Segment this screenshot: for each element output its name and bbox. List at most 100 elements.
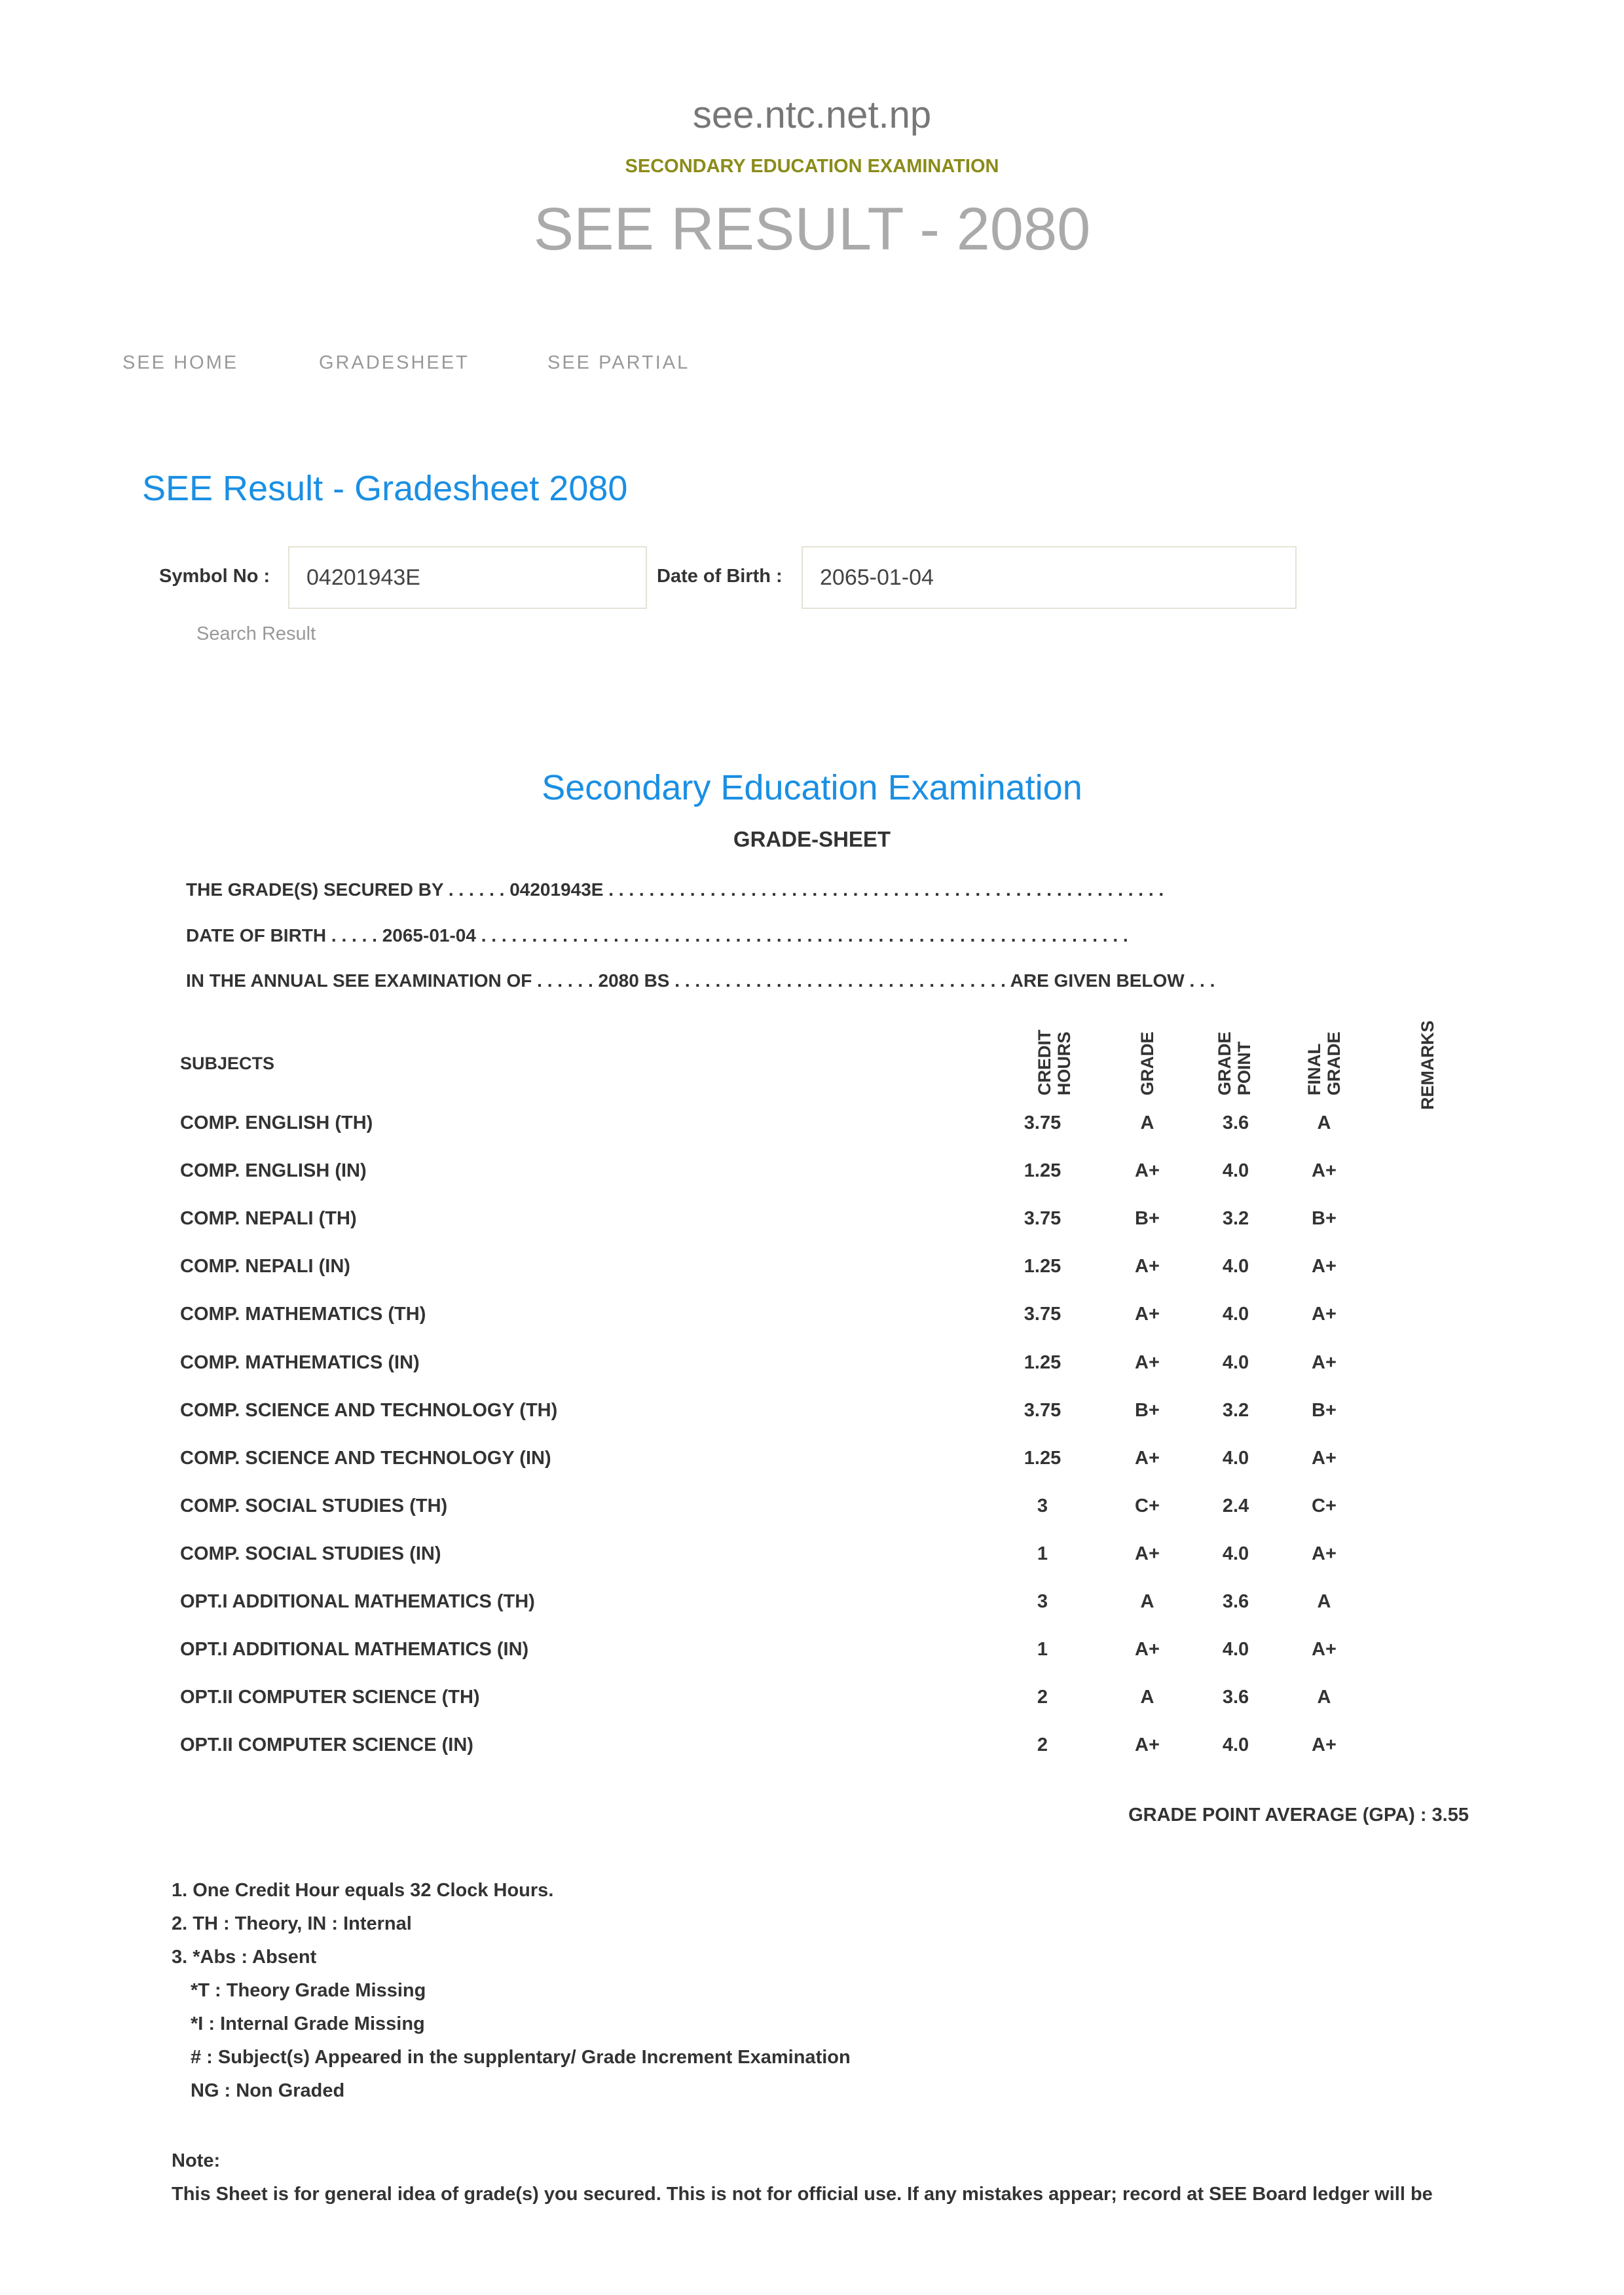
col-credit-line2: HOURS (1054, 1031, 1074, 1095)
cell-final: A+ (1312, 1351, 1337, 1373)
col-final-line1: FINAL (1304, 1043, 1324, 1095)
col-grade-point: GRADE POINT (1215, 1031, 1254, 1095)
footnote: *I : Internal Grade Missing (191, 2013, 425, 2034)
cell-credit: 3.75 (1024, 1399, 1061, 1421)
symbol-input[interactable] (288, 546, 647, 609)
cell-final: A+ (1312, 1256, 1337, 1277)
secured-by-line: THE GRADE(S) SECURED BY . . . . . . 0420… (186, 879, 1164, 900)
cell-final: A+ (1312, 1304, 1337, 1325)
cell-credit: 1.25 (1024, 1160, 1061, 1182)
cell-grade: A+ (1135, 1447, 1160, 1469)
cell-grade: A+ (1135, 1304, 1160, 1325)
col-credit-line1: CREDIT (1035, 1029, 1054, 1096)
cell-final: B+ (1312, 1208, 1337, 1230)
nav-gradesheet[interactable]: GRADESHEET (319, 352, 470, 373)
cell-final: C+ (1312, 1495, 1337, 1516)
sheet-subtitle: GRADE-SHEET (733, 827, 891, 851)
cell-subject: OPT.I ADDITIONAL MATHEMATICS (IN) (180, 1639, 529, 1661)
cell-subject: COMP. ENGLISH (IN) (180, 1160, 367, 1182)
cell-subject: COMP. ENGLISH (TH) (180, 1112, 373, 1133)
cell-credit: 2 (1037, 1687, 1048, 1708)
col-final-line2: GRADE (1324, 1031, 1344, 1095)
cell-gp: 3.6 (1222, 1112, 1249, 1133)
cell-grade: A+ (1135, 1351, 1160, 1373)
cell-final: A (1317, 1591, 1331, 1612)
footnote: 1. One Credit Hour equals 32 Clock Hours… (172, 1880, 554, 1901)
cell-final: A (1317, 1687, 1331, 1708)
dob-input[interactable] (802, 546, 1297, 609)
cell-subject: COMP. SCIENCE AND TECHNOLOGY (TH) (180, 1399, 558, 1421)
cell-subject: COMP. NEPALI (TH) (180, 1208, 357, 1230)
cell-final: A+ (1312, 1447, 1337, 1469)
nav-see-partial[interactable]: SEE PARTIAL (547, 352, 690, 373)
cell-final: A (1317, 1112, 1331, 1133)
gpa: GRADE POINT AVERAGE (GPA) : 3.55 (1128, 1805, 1469, 1826)
col-final-grade: FINAL GRADE (1304, 1031, 1344, 1095)
cell-grade: A+ (1135, 1160, 1160, 1182)
cell-grade: A+ (1135, 1543, 1160, 1564)
dob-label: Date of Birth : (657, 566, 783, 587)
cell-grade: A (1140, 1112, 1154, 1133)
exam-line: IN THE ANNUAL SEE EXAMINATION OF . . . .… (186, 970, 1215, 991)
col-gp-line1: GRADE (1215, 1031, 1234, 1095)
cell-gp: 3.6 (1222, 1591, 1249, 1612)
form-heading: SEE Result - Gradesheet 2080 (142, 469, 628, 508)
cell-gp: 2.4 (1222, 1495, 1249, 1516)
symbol-label: Symbol No : (159, 566, 270, 587)
col-credit-hours: CREDIT HOURS (1035, 1030, 1074, 1096)
cell-gp: 3.2 (1222, 1208, 1249, 1230)
note-label: Note: (172, 2150, 221, 2171)
col-grade: GRADE (1137, 1031, 1157, 1095)
cell-credit: 2 (1037, 1735, 1048, 1756)
cell-gp: 3.2 (1222, 1399, 1249, 1421)
cell-grade: A (1140, 1591, 1154, 1612)
footnote: # : Subject(s) Appeared in the supplenta… (191, 2047, 851, 2068)
cell-subject: COMP. MATHEMATICS (TH) (180, 1304, 426, 1325)
cell-grade: B+ (1135, 1208, 1160, 1230)
cell-final: A+ (1312, 1543, 1337, 1564)
footnote: *T : Theory Grade Missing (191, 1980, 426, 2001)
cell-subject: OPT.I ADDITIONAL MATHEMATICS (TH) (180, 1591, 535, 1612)
cell-credit: 3 (1037, 1495, 1048, 1516)
footnote: NG : Non Graded (191, 2080, 345, 2101)
site-name: see.ntc.net.np (692, 94, 932, 136)
search-result-button[interactable]: Search Result (196, 623, 316, 644)
cell-final: A+ (1312, 1735, 1337, 1756)
cell-gp: 4.0 (1222, 1256, 1249, 1277)
cell-subject: COMP. SOCIAL STUDIES (TH) (180, 1495, 448, 1516)
cell-grade: A+ (1135, 1256, 1160, 1277)
cell-credit: 1 (1037, 1639, 1048, 1661)
cell-credit: 3.75 (1024, 1304, 1061, 1325)
cell-credit: 1.25 (1024, 1256, 1061, 1277)
cell-grade: A+ (1135, 1735, 1160, 1756)
cell-grade: A+ (1135, 1639, 1160, 1661)
cell-gp: 4.0 (1222, 1304, 1249, 1325)
cell-gp: 4.0 (1222, 1160, 1249, 1182)
cell-subject: OPT.II COMPUTER SCIENCE (IN) (180, 1735, 473, 1756)
nav-see-home[interactable]: SEE HOME (122, 352, 239, 373)
cell-subject: COMP. MATHEMATICS (IN) (180, 1351, 420, 1373)
cell-grade: C+ (1135, 1495, 1160, 1516)
cell-credit: 1.25 (1024, 1351, 1061, 1373)
footnote: 3. *Abs : Absent (172, 1947, 317, 1968)
dob-line: DATE OF BIRTH . . . . . 2065-01-04 . . .… (186, 925, 1128, 946)
cell-gp: 4.0 (1222, 1351, 1249, 1373)
exam-subtitle: SECONDARY EDUCATION EXAMINATION (625, 156, 999, 177)
page-title: SEE RESULT - 2080 (533, 196, 1091, 263)
cell-credit: 3.75 (1024, 1112, 1061, 1133)
cell-gp: 4.0 (1222, 1543, 1249, 1564)
col-gp-line2: POINT (1234, 1041, 1254, 1095)
cell-credit: 1.25 (1024, 1447, 1061, 1469)
col-grade-line: GRADE (1137, 1031, 1157, 1095)
cell-grade: B+ (1135, 1399, 1160, 1421)
footnote: 2. TH : Theory, IN : Internal (172, 1913, 412, 1934)
cell-subject: COMP. NEPALI (IN) (180, 1256, 350, 1277)
cell-final: A+ (1312, 1639, 1337, 1661)
cell-subject: COMP. SOCIAL STUDIES (IN) (180, 1543, 441, 1564)
col-remarks-line: REMARKS (1418, 1020, 1437, 1110)
cell-final: A+ (1312, 1160, 1337, 1182)
cell-subject: COMP. SCIENCE AND TECHNOLOGY (IN) (180, 1447, 551, 1469)
cell-credit: 3.75 (1024, 1208, 1061, 1230)
sheet-title: Secondary Education Examination (542, 768, 1082, 807)
cell-gp: 4.0 (1222, 1447, 1249, 1469)
